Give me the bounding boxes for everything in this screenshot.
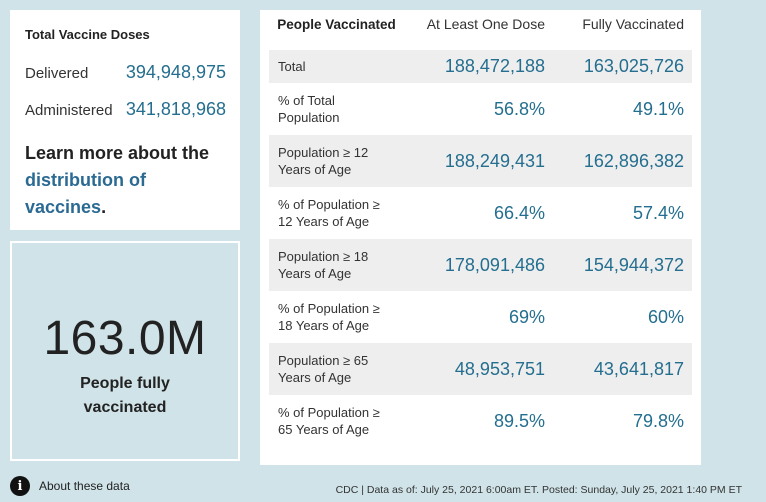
row-label-line1: % of Population ≥ xyxy=(278,301,380,316)
row-label: Total xyxy=(278,59,306,74)
learn-suffix: . xyxy=(101,197,107,217)
row-label: Population ≥ 12 Years of Age xyxy=(269,144,404,178)
table-row: % of Population ≥ 65 Years of Age 89.5% … xyxy=(269,395,692,447)
table-row: Population ≥ 18 Years of Age 178,091,486… xyxy=(269,239,692,291)
one-dose-value: 178,091,486 xyxy=(444,254,545,275)
one-dose-value: 66.4% xyxy=(493,202,545,223)
header-at-least-one-dose: At Least One Dose xyxy=(426,16,545,32)
fully-value: 60% xyxy=(647,306,684,327)
row-label-line2: 12 Years of Age xyxy=(278,214,370,229)
one-dose-value: 56.8% xyxy=(493,98,545,119)
one-dose-value: 89.5% xyxy=(493,410,545,431)
row-label-line1: Population ≥ 65 xyxy=(278,353,369,368)
row-label: Population ≥ 18 Years of Age xyxy=(269,248,404,282)
one-dose-value: 48,953,751 xyxy=(454,358,545,379)
delivered-value: 394,948,975 xyxy=(125,62,226,82)
table-row: Population ≥ 12 Years of Age 188,249,431… xyxy=(269,135,692,187)
one-dose-value: 188,249,431 xyxy=(444,150,545,171)
header-people-vaccinated: People Vaccinated xyxy=(277,17,396,32)
stat-label-line1: People fully xyxy=(80,375,170,392)
row-label: % of Total Population xyxy=(269,92,404,126)
row-label: % of Population ≥ 12 Years of Age xyxy=(269,196,404,230)
one-dose-value: 69% xyxy=(508,306,545,327)
fully-value: 162,896,382 xyxy=(583,150,684,171)
source-note: CDC | Data as of: July 25, 2021 6:00am E… xyxy=(335,484,742,496)
row-label-line2: 18 Years of Age xyxy=(278,318,370,333)
row-label-line2: Years of Age xyxy=(278,266,352,281)
table-row: Total 188,472,188 163,025,726 xyxy=(269,50,692,83)
fully-value: 49.1% xyxy=(632,98,684,119)
fully-value: 163,025,726 xyxy=(583,56,684,76)
administered-label: Administered xyxy=(25,102,113,119)
administered-value: 341,818,968 xyxy=(125,99,226,119)
table-row: % of Total Population 56.8% 49.1% xyxy=(269,83,692,135)
header-fully-vaccinated: Fully Vaccinated xyxy=(582,16,684,32)
row-label-line1: % of Total xyxy=(278,93,335,108)
about-label[interactable]: About these data xyxy=(39,479,130,493)
table-row: % of Population ≥ 18 Years of Age 69% 60… xyxy=(269,291,692,343)
people-vaccinated-table: People Vaccinated At Least One Dose Full… xyxy=(260,10,701,465)
row-label-line2: Years of Age xyxy=(278,370,352,385)
fully-value: 57.4% xyxy=(632,202,684,223)
fully-value: 154,944,372 xyxy=(583,254,684,275)
table-header-row: People Vaccinated At Least One Dose Full… xyxy=(269,10,692,50)
table-row: Population ≥ 65 Years of Age 48,953,751 … xyxy=(269,343,692,395)
stat-label-line2: vaccinated xyxy=(83,399,167,416)
distribution-link[interactable]: distribution of vaccines xyxy=(25,170,146,217)
delivered-row: Delivered 394,948,975 xyxy=(25,62,226,83)
fully-value: 43,641,817 xyxy=(593,358,684,379)
about-these-data-link[interactable]: i About these data xyxy=(10,476,130,496)
info-icon[interactable]: i xyxy=(10,476,30,496)
administered-row: Administered 341,818,968 xyxy=(25,99,226,120)
row-label-line1: % of Population ≥ xyxy=(278,405,380,420)
row-label-line1: Population ≥ 18 xyxy=(278,249,369,264)
row-label: % of Population ≥ 65 Years of Age xyxy=(269,404,404,438)
one-dose-value: 188,472,188 xyxy=(444,56,545,76)
fully-value: 79.8% xyxy=(632,410,684,431)
delivered-label: Delivered xyxy=(25,65,89,82)
row-label-line2: Years of Age xyxy=(278,162,352,177)
row-label: Population ≥ 65 Years of Age xyxy=(269,352,404,386)
learn-prefix: Learn more about the xyxy=(25,143,210,163)
total-doses-card: Total Vaccine Doses Delivered 394,948,97… xyxy=(10,10,240,230)
learn-more-text: Learn more about the distribution of vac… xyxy=(25,140,226,221)
doses-title: Total Vaccine Doses xyxy=(25,27,150,42)
fully-vaccinated-label: People fully vaccinated xyxy=(12,372,238,420)
row-label-line2: 65 Years of Age xyxy=(278,422,370,437)
table-row: % of Population ≥ 12 Years of Age 66.4% … xyxy=(269,187,692,239)
row-label-line1: Population ≥ 12 xyxy=(278,145,369,160)
row-label-line1: % of Population ≥ xyxy=(278,197,380,212)
fully-vaccinated-stat-card: 163.0M People fully vaccinated xyxy=(10,241,240,461)
fully-vaccinated-value: 163.0M xyxy=(43,312,207,365)
row-label: % of Population ≥ 18 Years of Age xyxy=(269,300,404,334)
row-label-line2: Population xyxy=(278,110,340,125)
